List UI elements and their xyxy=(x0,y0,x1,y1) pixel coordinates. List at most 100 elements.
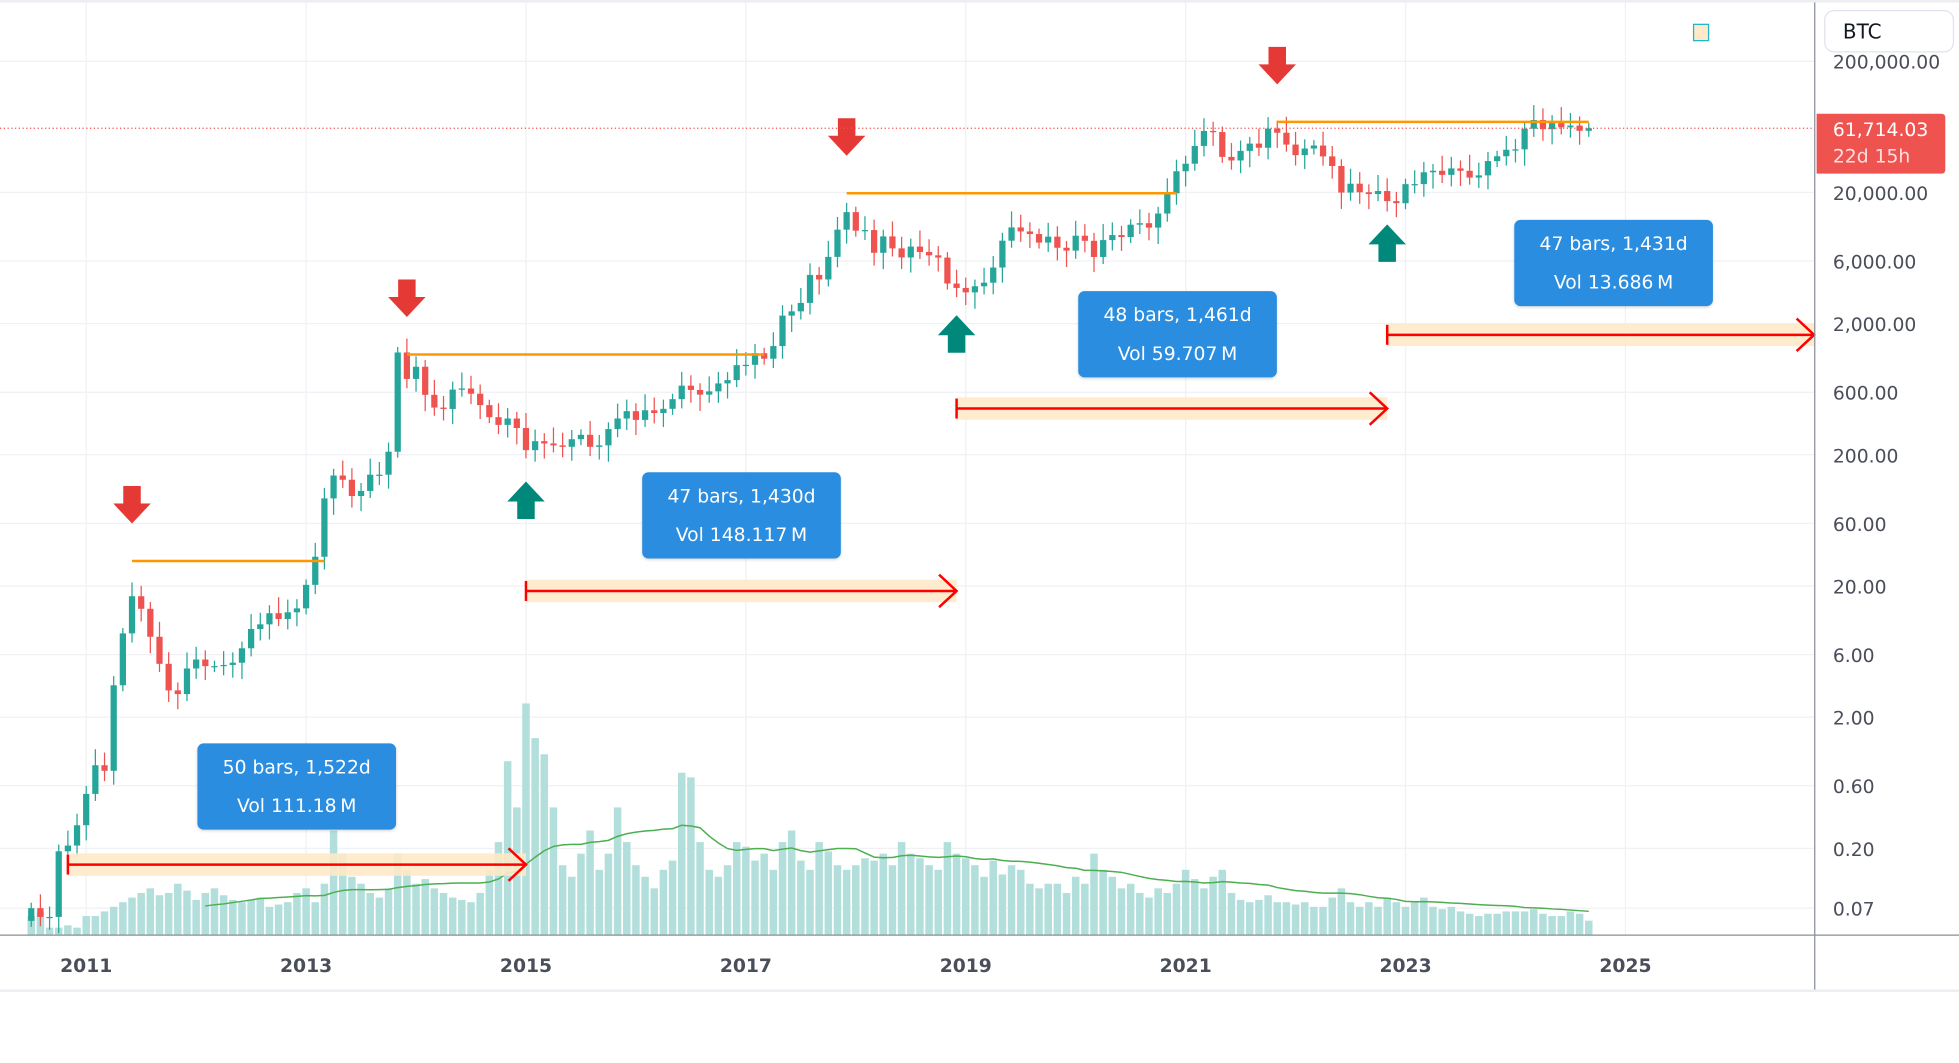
volume-bar xyxy=(632,865,640,935)
candle-body xyxy=(504,418,511,425)
candle-body xyxy=(174,690,181,695)
volume-bar xyxy=(1548,916,1556,935)
candle-body xyxy=(522,428,530,451)
candle-body xyxy=(1127,224,1134,238)
volume-bar xyxy=(1493,913,1501,935)
x-tick-label: 2017 xyxy=(720,956,772,977)
volume-bar xyxy=(943,842,952,935)
measure-label-3[interactable]: 48 bars, 1,461d Vol 59.707 M xyxy=(1078,291,1277,378)
volume-bar xyxy=(934,869,943,935)
candle-body xyxy=(1292,144,1299,156)
volume-bar xyxy=(1585,920,1593,935)
volume-bar xyxy=(824,851,833,935)
measure-vol: Vol 59.707 M xyxy=(1117,342,1238,365)
candle-body xyxy=(394,352,401,452)
candle-body xyxy=(284,612,291,620)
symbol-label[interactable]: BTC xyxy=(1824,9,1955,53)
volume-bar xyxy=(641,876,649,935)
volume-bar xyxy=(1530,909,1538,935)
candle-body xyxy=(1329,156,1336,167)
y-tick-label: 20,000.00 xyxy=(1833,184,1928,205)
candle-body xyxy=(119,633,126,686)
volume-bar xyxy=(1282,902,1291,935)
candle-body xyxy=(1182,163,1189,172)
bar-countdown: 22d 15h xyxy=(1832,144,1911,168)
candle-body xyxy=(1200,130,1208,146)
candle-body xyxy=(770,346,777,359)
candle-body xyxy=(1045,236,1052,243)
candle-body xyxy=(706,391,713,395)
volume-bar xyxy=(1191,879,1199,935)
volume-bar xyxy=(119,902,127,935)
y-tick-label: 200,000.00 xyxy=(1833,53,1940,74)
candle-body xyxy=(925,251,933,256)
volume-bar xyxy=(1163,892,1172,935)
candle-body xyxy=(1090,240,1098,257)
volume-bar xyxy=(888,865,897,935)
candle-body xyxy=(1338,166,1345,193)
last-price-value: 61,714.03 xyxy=(1832,118,1929,142)
volume-bar xyxy=(183,890,191,935)
arrow-up-icon xyxy=(507,481,545,520)
candle-body xyxy=(147,608,154,637)
candle-body xyxy=(165,663,172,691)
candle-body xyxy=(211,666,218,668)
volume-bar xyxy=(155,895,164,935)
volume-bar xyxy=(1044,883,1052,935)
candle-body xyxy=(1512,149,1519,151)
volume-bar xyxy=(842,869,851,935)
volume-bar xyxy=(1273,902,1281,935)
volume-bar xyxy=(412,883,420,935)
candle-body xyxy=(834,229,841,257)
measure-label-4[interactable]: 47 bars, 1,431d Vol 13.686 M xyxy=(1514,219,1713,307)
volume-bar xyxy=(861,858,869,935)
candle-body xyxy=(46,916,53,919)
volume-bar xyxy=(448,897,457,935)
volume-bar xyxy=(1255,899,1263,935)
measure-label-2[interactable]: 47 bars, 1,430d Vol 148.117 M xyxy=(642,472,841,559)
volume-bar xyxy=(778,842,787,935)
candle-body xyxy=(898,248,905,258)
volume-bar xyxy=(100,911,109,935)
candle-body xyxy=(880,236,887,253)
volume-bar xyxy=(128,897,136,935)
volume-bar xyxy=(696,842,704,935)
volume-bar xyxy=(338,853,347,935)
volume-bar xyxy=(1447,906,1456,935)
volume-bar xyxy=(971,865,979,935)
candle-body xyxy=(550,443,557,446)
volume-bar xyxy=(1575,913,1584,935)
candles xyxy=(28,105,1592,934)
measure-label-1[interactable]: 50 bars, 1,522d Vol 111.18 M xyxy=(197,743,397,830)
volume-bar xyxy=(293,892,301,935)
volume-bar xyxy=(1557,916,1566,935)
candle-body xyxy=(779,315,786,347)
measure-vol: Vol 13.686 M xyxy=(1553,271,1674,294)
volume-bar xyxy=(1566,911,1575,935)
volume-bar xyxy=(1136,892,1144,935)
candle-body xyxy=(532,441,539,451)
volume-ma-line xyxy=(205,824,1589,913)
candle-body xyxy=(632,411,640,420)
volume-bar xyxy=(1246,902,1254,935)
legend-swatch[interactable] xyxy=(1692,23,1710,42)
volume-bar xyxy=(329,830,338,935)
y-tick-label: 6.00 xyxy=(1833,646,1875,667)
candle-body xyxy=(55,851,62,917)
candle-body xyxy=(953,283,960,288)
annotations[interactable] xyxy=(66,46,1816,882)
x-tick-label: 2023 xyxy=(1379,956,1431,977)
candle-body xyxy=(1411,184,1418,186)
candle-body xyxy=(788,311,795,316)
candle-body xyxy=(385,451,392,475)
volume-bar xyxy=(238,902,246,935)
candle-body xyxy=(1173,171,1180,194)
candle-body xyxy=(1347,183,1354,193)
volume-bar xyxy=(201,892,210,935)
candle-body xyxy=(486,405,493,418)
x-tick-label: 2019 xyxy=(940,956,992,977)
candle-body xyxy=(183,668,191,695)
measure-vol: Vol 111.18 M xyxy=(236,794,357,818)
